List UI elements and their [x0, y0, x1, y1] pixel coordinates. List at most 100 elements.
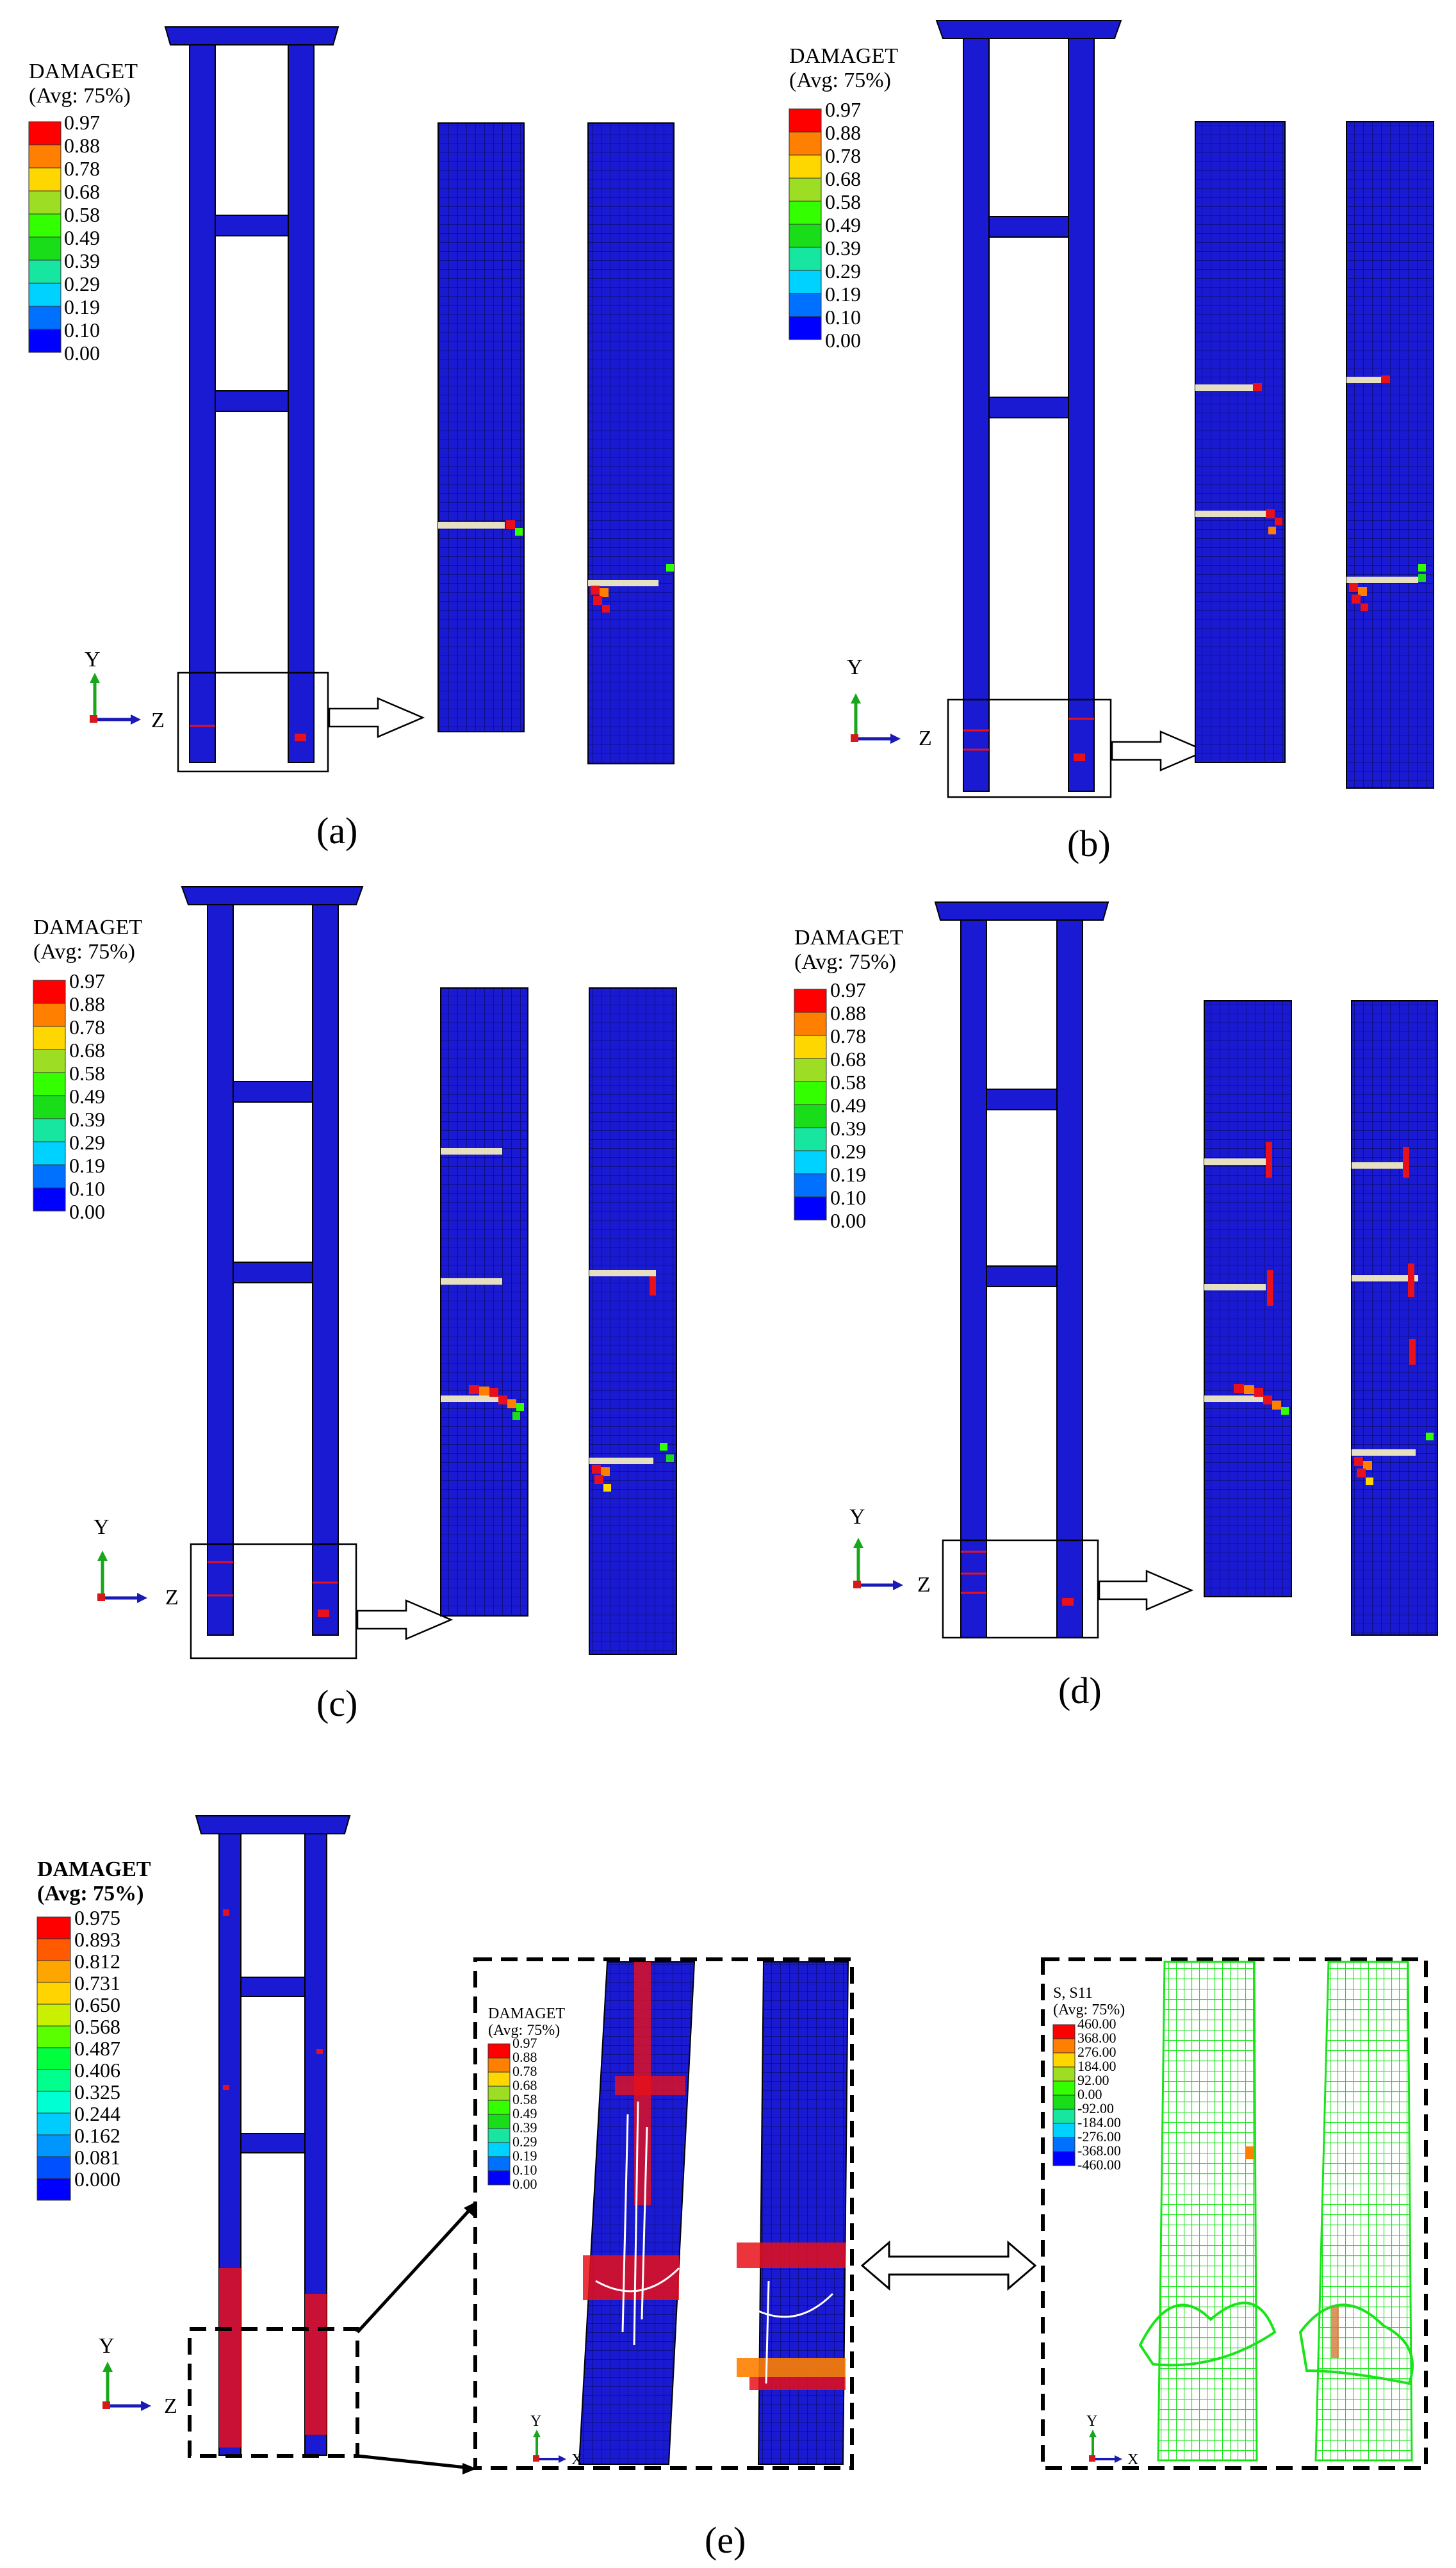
crack-band	[1352, 1449, 1416, 1456]
legend-swatch	[789, 177, 822, 202]
legend-swatch	[33, 1164, 66, 1189]
damage-spot	[318, 1609, 329, 1617]
legend-value-label: 0.000	[74, 2168, 120, 2191]
damage-legend: DAMAGET (Avg: 75%) 0.970.880.780.680.580…	[794, 926, 903, 1232]
legend-swatch	[1052, 2066, 1076, 2082]
crack-band	[589, 1270, 656, 1276]
legend-swatch	[487, 2128, 511, 2143]
axis-label-y: Y	[85, 648, 101, 671]
zoom-box	[188, 2327, 359, 2458]
tie-beam-lower	[233, 1262, 313, 1283]
legend-swatch	[33, 1072, 66, 1096]
legend-title: DAMAGET	[33, 916, 142, 939]
legend-value-label: 0.39	[825, 236, 861, 259]
panel-caption: (e)	[705, 2519, 746, 2561]
legend-swatch	[37, 1938, 71, 1961]
legend-swatch	[794, 1150, 827, 1174]
legend-values: 0.970.880.780.680.580.490.390.290.190.10…	[64, 111, 100, 365]
legend-swatch	[1052, 2080, 1076, 2096]
legend-swatch	[487, 2071, 511, 2087]
crack-band	[588, 580, 658, 586]
tie-beam-lower	[240, 2133, 306, 2153]
legend-swatch	[1052, 2137, 1076, 2152]
damage-patch	[1349, 583, 1358, 592]
legend-swatch	[28, 236, 61, 261]
legend-value-label: 92.00	[1077, 2072, 1109, 2088]
damage-patch	[1408, 1263, 1414, 1297]
zoom-line-upper	[356, 2207, 473, 2333]
pier-column-right	[288, 44, 315, 763]
legend-value-label: 0.00	[512, 2176, 537, 2192]
damage-patch	[1234, 1384, 1244, 1393]
zoom-column-right	[1346, 121, 1434, 789]
damage-spot	[295, 734, 306, 741]
zoom-column-left	[1195, 121, 1286, 763]
zoom-axis-label-y: Y	[530, 2413, 541, 2430]
legend-value-label: 0.19	[69, 1154, 105, 1177]
legend-swatch	[789, 316, 822, 340]
zoom-box	[177, 671, 329, 773]
legend-title: DAMAGET	[29, 60, 138, 83]
crack-band	[1204, 1284, 1266, 1290]
panel-c: Y Z DAMAGET (Av	[33, 886, 677, 1724]
zoom-box	[947, 698, 1112, 798]
pier-column-left	[207, 904, 234, 1636]
legend-value-label: 276.00	[1077, 2044, 1117, 2060]
legend-swatch	[789, 224, 822, 248]
legend-swatch	[789, 270, 822, 294]
legend-swatch	[28, 121, 61, 145]
damage-patch	[469, 1385, 479, 1394]
legend-swatch	[794, 1196, 827, 1221]
crack-band	[1346, 577, 1418, 583]
legend-value-label: 0.39	[64, 249, 100, 272]
legend-swatch	[789, 131, 822, 156]
legend-swatch	[487, 2156, 511, 2171]
legend-swatch	[1052, 2123, 1076, 2138]
legend-value-label: 0.58	[830, 1071, 866, 1094]
legend-swatch	[37, 2069, 71, 2092]
legend-value-label: 0.49	[825, 213, 861, 236]
tie-beam-lower	[988, 397, 1069, 418]
legend-title: DAMAGET	[794, 926, 903, 950]
legend-value-label: -276.00	[1077, 2128, 1121, 2144]
legend-values: 0.970.880.780.680.580.490.390.290.190.10…	[69, 969, 105, 1223]
legend-value-label: 0.88	[830, 1001, 866, 1025]
legend-swatch	[28, 329, 61, 353]
legend-swatch	[487, 2086, 511, 2101]
axis-label-z: Z	[917, 1573, 931, 1597]
axis-label-y: Y	[847, 655, 863, 679]
stress-column-right	[1314, 1961, 1413, 2462]
legend-value-label: -368.00	[1077, 2143, 1121, 2159]
stress-axis-label-x: X	[1127, 2451, 1138, 2468]
legend-value-label: 0.39	[830, 1117, 866, 1140]
damage-zone	[219, 2268, 241, 2448]
crack-band	[438, 522, 505, 529]
legend-value-label: 0.78	[825, 144, 861, 167]
frame-model	[188, 1815, 477, 2474]
cap-beam	[934, 901, 1109, 921]
legend-swatch	[794, 1127, 827, 1151]
panel-caption: (d)	[1058, 1670, 1102, 1711]
zoom-column-left	[440, 987, 528, 1617]
legend-value-label: 0.29	[830, 1140, 866, 1163]
legend-value-label: 0.58	[64, 203, 100, 226]
legend-swatch	[28, 259, 61, 284]
coordinate-axes: Y Z	[94, 1515, 179, 1609]
pier-column-right	[1056, 919, 1083, 1638]
legend-value-label: 0.49	[64, 226, 100, 249]
tie-beam-upper	[988, 216, 1069, 238]
legend-value-label: 0.39	[69, 1108, 105, 1131]
legend-swatch	[37, 2134, 71, 2157]
legend-value-label: 0.10	[69, 1177, 105, 1200]
zoom-legend-subtitle: (Avg: 75%)	[488, 2022, 560, 2039]
legend-swatch	[487, 2114, 511, 2129]
legend-value-label: 460.00	[1077, 2016, 1117, 2032]
legend-swatch	[487, 2043, 511, 2059]
legend-value-label: 0.10	[825, 306, 861, 329]
legend-swatch	[28, 283, 61, 307]
legend-swatch	[33, 1095, 66, 1119]
axis-label-z: Z	[151, 709, 165, 732]
legend-values: 0.970.880.780.680.580.490.390.290.190.10…	[512, 2035, 537, 2192]
damage-spot	[1074, 753, 1085, 761]
legend-swatch	[487, 2170, 511, 2185]
